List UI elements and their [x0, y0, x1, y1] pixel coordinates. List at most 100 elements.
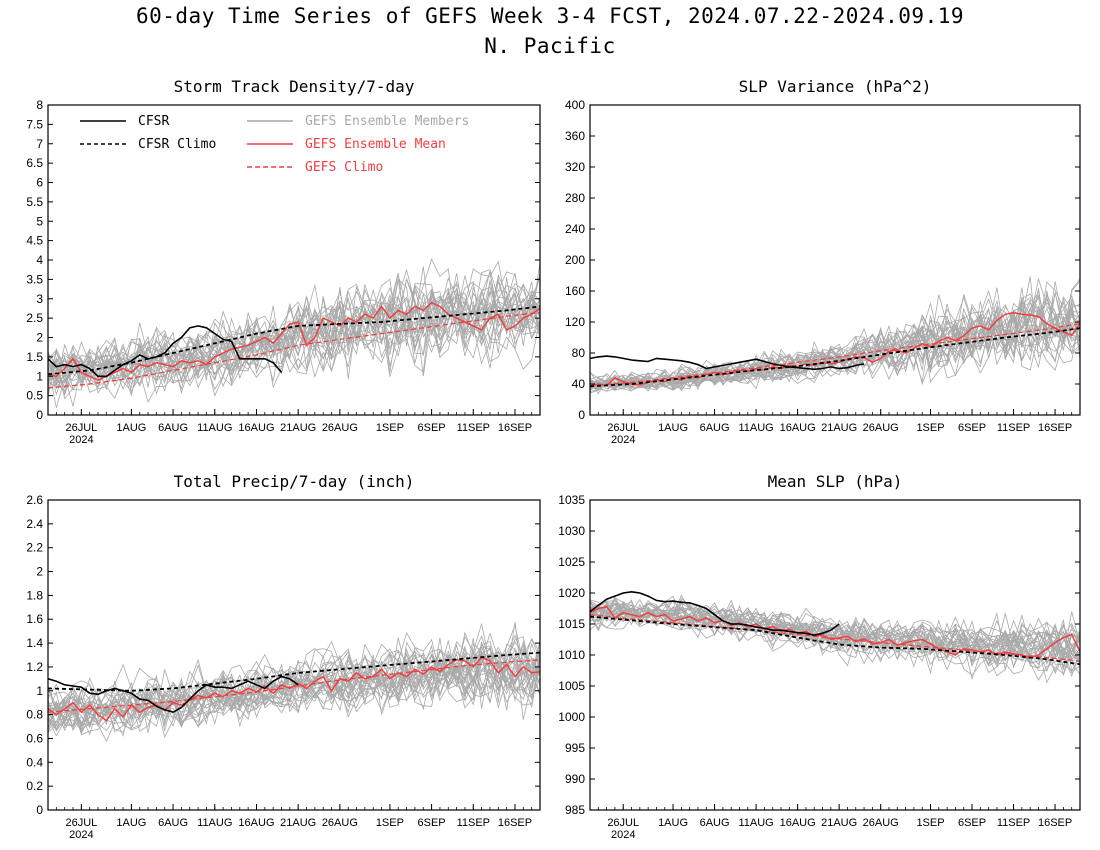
x-tick-label: 1SEP [916, 817, 944, 829]
x-tick-label: 6SEP [958, 422, 986, 434]
x-tick-label: 11AUG [197, 817, 232, 829]
y-tick-label: 4 [36, 253, 43, 267]
y-tick-label: 2.5 [26, 311, 43, 325]
cfsr-line [590, 355, 865, 371]
ensemble-member-line [590, 276, 1080, 390]
x-tick-label: 11SEP [457, 422, 490, 434]
cfsr-line [48, 675, 299, 714]
ensemble-member-line [48, 288, 540, 397]
y-tick-label: 1015 [558, 617, 585, 631]
ensemble-member-line [590, 299, 1080, 390]
x-tick-label: 6SEP [418, 422, 446, 434]
legend-members-label: GEFS Ensemble Members [305, 114, 469, 129]
ensemble-member-line [48, 273, 540, 385]
panel-slp-variance: SLP Variance (hPa^2) 0 40 80 120 160 200 240 280… [565, 77, 1081, 446]
y-tick-label: 2 [36, 331, 43, 345]
x-tick-label: 6AUG [158, 422, 188, 434]
x-tick-label: 26JUL [607, 817, 639, 829]
x-tick-label: 1SEP [376, 817, 404, 829]
y-tick-label: 320 [565, 160, 585, 174]
ensemble-member-line [590, 604, 1080, 666]
y-tick-label: 1035 [558, 493, 585, 507]
y-tick-label: 0 [578, 408, 585, 422]
y-tick-label: 1.4 [26, 636, 43, 650]
panel-title: Mean SLP (hPa) [768, 472, 903, 491]
y-tick-label: 0.2 [26, 779, 43, 793]
ensemble-member-line [590, 281, 1080, 386]
x-tick-label: 16AUG [238, 817, 274, 829]
cfsr-line [590, 590, 840, 637]
x-tick-label: 26AUG [863, 422, 899, 434]
plot-area [48, 621, 540, 743]
x-tick-label: 1SEP [376, 422, 404, 434]
ensemble-member-line [48, 300, 540, 407]
ensemble-member-line [590, 599, 1080, 668]
y-tick-label: 2.2 [26, 541, 43, 555]
gefs-climo-line [48, 311, 540, 389]
x-tick-label: 11AUG [738, 817, 773, 829]
y-tick-label: 3 [36, 292, 43, 306]
plot-area [590, 276, 1080, 395]
x-tick-label: 6AUG [700, 422, 730, 434]
y-tick-label: 1.8 [26, 588, 43, 602]
y-tick-label: 0.4 [26, 755, 43, 769]
x-tick-label: 1SEP [916, 422, 944, 434]
x-tick-label: 11AUG [738, 422, 773, 434]
ensemble-member-line [590, 606, 1080, 675]
y-tick-label: 5.5 [26, 195, 43, 209]
figure-region: N. Pacific [484, 34, 616, 58]
figure-header: 60-day Time Series of GEFS Week 3-4 FCST… [0, 0, 1100, 66]
ensemble-mean-line [48, 656, 540, 722]
y-tick-label: 7.5 [26, 117, 43, 131]
y-tick-label: 995 [565, 741, 585, 755]
x-tick-label: 6SEP [958, 817, 986, 829]
x-tick-label: 11SEP [457, 817, 490, 829]
y-tick-label: 6 [36, 176, 43, 190]
x-tick-label: 16SEP [1038, 422, 1072, 434]
legend-gefs-climo-label: GEFS Climo [305, 160, 383, 175]
y-tick-label: 3.5 [26, 272, 43, 286]
legend-ens-mean-label: GEFS Ensemble Mean [305, 137, 446, 152]
plot-frame [47, 499, 541, 811]
legend-cfsr-label: CFSR [138, 114, 169, 129]
y-tick-label: 0.8 [26, 708, 43, 722]
x-tick-label: 26JUL [607, 422, 639, 434]
x-year-label: 2024 [69, 829, 93, 841]
cfsr-climo-line [48, 305, 540, 376]
x-tick-label: 21AUG [280, 817, 316, 829]
x-tick-label: 6AUG [158, 817, 188, 829]
x-tick-label: 16AUG [780, 817, 816, 829]
x-tick-label: 26JUL [65, 422, 97, 434]
y-tick-label: 990 [565, 772, 585, 786]
y-tick-label: 160 [565, 284, 585, 298]
ensemble-member-line [48, 288, 540, 400]
x-tick-label: 21AUG [821, 817, 857, 829]
y-tick-label: 1005 [558, 679, 585, 693]
y-tick-label: 120 [565, 315, 585, 329]
x-tick-label: 6AUG [700, 817, 730, 829]
y-tick-label: 240 [565, 222, 585, 236]
x-tick-label: 16SEP [1038, 817, 1072, 829]
x-year-label: 2024 [69, 434, 93, 446]
figure-title: 60-day Time Series of GEFS Week 3-4 FCST… [135, 4, 964, 28]
y-tick-label: 4.5 [26, 234, 43, 248]
y-tick-label: 0.5 [26, 389, 43, 403]
ensemble-mean-line [48, 301, 540, 381]
y-tick-label: 280 [565, 191, 585, 205]
ensemble-member-line [48, 262, 540, 395]
y-tick-label: 0.6 [26, 731, 43, 745]
y-tick-label: 1 [36, 369, 43, 383]
x-tick-label: 16SEP [498, 817, 532, 829]
ensemble-member-line [48, 277, 540, 392]
ensemble-member-line [590, 302, 1080, 392]
y-tick-label: 1.5 [26, 350, 43, 364]
x-tick-label: 11SEP [997, 817, 1030, 829]
y-tick-label: 1020 [558, 586, 585, 600]
y-tick-label: 2 [36, 565, 43, 579]
ensemble-member-line [48, 653, 540, 732]
x-tick-label: 26JUL [65, 817, 97, 829]
y-tick-label: 0 [36, 408, 43, 422]
x-year-label: 2024 [611, 829, 635, 841]
y-tick-label: 80 [572, 346, 586, 360]
